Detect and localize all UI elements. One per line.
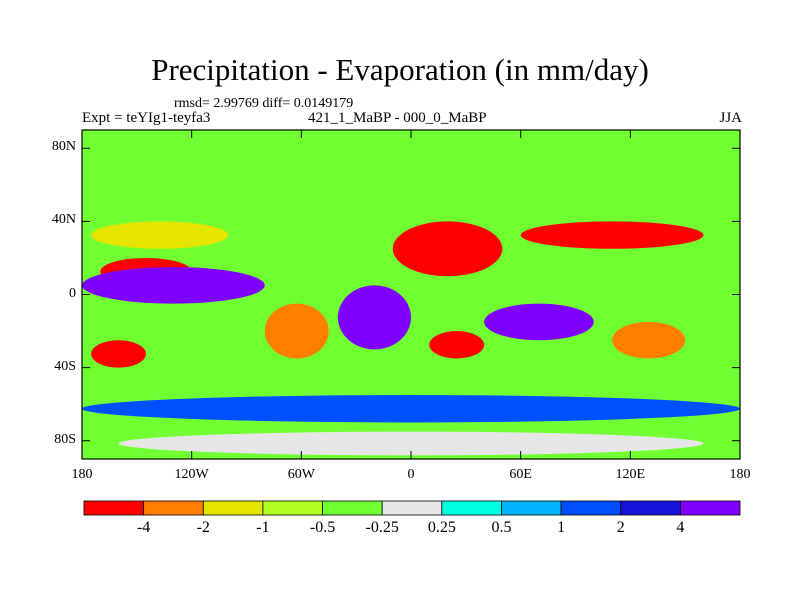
region-asia-dry <box>520 221 704 249</box>
colorbar-box <box>143 500 204 516</box>
colorbar-label: 4 <box>676 519 685 536</box>
region-sahara-dry <box>392 221 503 277</box>
colorbar-label: 0.5 <box>491 519 512 536</box>
colorbar-box <box>679 500 741 516</box>
region-north-pacific-dry-band <box>91 221 229 249</box>
colorbar-box <box>620 500 681 516</box>
region-southern-africa-dry <box>429 331 485 359</box>
region-antarctic-neutral <box>118 431 704 456</box>
colorbar-label: 2 <box>616 519 625 536</box>
colorbar-label: -4 <box>136 519 151 536</box>
case-label: 421_1_MaBP - 000_0_MaBP <box>308 110 487 126</box>
region-southern-ocean-wet <box>82 395 740 423</box>
colorbar-label: 0.25 <box>427 519 456 536</box>
x-tick-label: 60W <box>287 467 315 482</box>
region-indian-ocean-wet <box>484 303 594 341</box>
rmsd-diff-label: rmsd= 2.99769 diff= 0.0149179 <box>174 96 354 111</box>
field-regions <box>82 221 740 456</box>
region-south-pacific-dry <box>91 340 146 368</box>
region-tropical-pacific-wet-band <box>82 267 265 304</box>
colorbar-box <box>441 500 502 516</box>
colorbar-box <box>501 500 562 516</box>
region-atlantic-wet <box>337 285 412 350</box>
season-label: JJA <box>719 110 742 126</box>
chart-title: Precipitation - Evaporation (in mm/day) <box>151 52 649 87</box>
colorbar-label: -1 <box>256 519 270 536</box>
region-south-america-dry <box>264 303 329 359</box>
x-tick-label: 180 <box>729 467 751 482</box>
colorbar-label: 1 <box>557 519 566 536</box>
x-tick-label: 0 <box>407 467 415 482</box>
y-tick-label: 0 <box>69 285 76 301</box>
colorbar-label: -0.25 <box>365 519 399 536</box>
y-tick-label: 80S <box>54 431 76 447</box>
region-australia-dry <box>612 321 686 359</box>
x-tick-label: 180 <box>71 467 93 482</box>
x-tick-label: 120W <box>174 467 209 482</box>
experiment-label: Expt = teYIg1-teyfa3 <box>82 110 211 126</box>
colorbar-box <box>83 500 145 516</box>
colorbar-box <box>322 500 383 516</box>
y-tick-label: 80N <box>51 139 76 155</box>
colorbar-box <box>262 500 323 516</box>
colorbar-box <box>202 500 264 516</box>
colorbar-box <box>381 500 443 516</box>
y-tick-label: 40S <box>54 358 76 374</box>
colorbar-label: -0.5 <box>309 519 336 536</box>
colorbar-box <box>560 500 622 516</box>
colorbar-label: -2 <box>196 519 210 536</box>
y-tick-label: 40N <box>51 212 76 228</box>
x-tick-label: 120E <box>615 467 646 482</box>
x-tick-label: 60E <box>509 467 532 482</box>
